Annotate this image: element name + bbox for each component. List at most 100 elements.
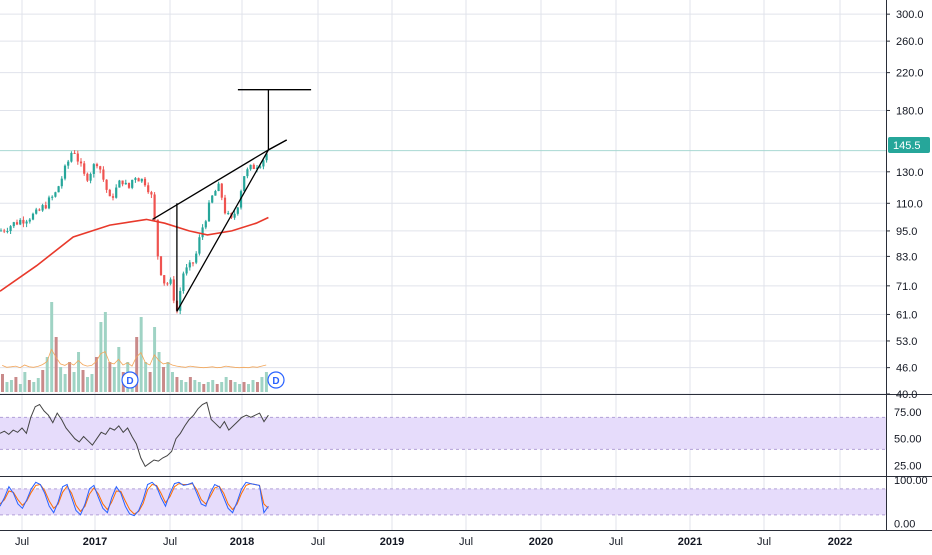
- candle[interactable]: [156, 219, 159, 260]
- candle[interactable]: [51, 195, 54, 201]
- candle[interactable]: [83, 160, 86, 176]
- candle[interactable]: [195, 251, 198, 265]
- candle[interactable]: [159, 256, 163, 276]
- time-tick-label: Jul: [459, 536, 473, 548]
- candle[interactable]: [249, 164, 252, 171]
- candle[interactable]: [105, 179, 108, 193]
- candle[interactable]: [143, 176, 147, 187]
- candle[interactable]: [233, 210, 236, 220]
- candle[interactable]: [121, 180, 124, 187]
- candle[interactable]: [60, 176, 63, 189]
- candle-body: [252, 164, 255, 169]
- stochastic-d-line[interactable]: [0, 483, 269, 515]
- candle[interactable]: [25, 219, 28, 228]
- candle[interactable]: [92, 163, 95, 178]
- volume-bar: [45, 357, 49, 392]
- candle-body: [188, 262, 191, 268]
- candle[interactable]: [191, 262, 195, 267]
- oscillator-band: [0, 417, 886, 450]
- candle[interactable]: [166, 282, 169, 286]
- candle[interactable]: [214, 189, 217, 196]
- candle[interactable]: [6, 227, 9, 234]
- candle[interactable]: [102, 166, 105, 182]
- candle[interactable]: [41, 203, 44, 212]
- candle[interactable]: [76, 150, 79, 165]
- candle[interactable]: [217, 181, 220, 192]
- oscillator-pane[interactable]: [0, 401, 886, 468]
- candle[interactable]: [211, 194, 214, 204]
- candle[interactable]: [134, 177, 137, 183]
- candle[interactable]: [67, 159, 70, 169]
- stochastic-k-line[interactable]: [0, 481, 269, 517]
- candle[interactable]: [207, 200, 211, 222]
- candle[interactable]: [9, 225, 12, 235]
- candle[interactable]: [22, 216, 25, 228]
- candle[interactable]: [153, 192, 156, 221]
- price-pane[interactable]: [0, 89, 886, 315]
- candle[interactable]: [223, 194, 227, 215]
- candle[interactable]: [15, 219, 19, 226]
- candle[interactable]: [57, 185, 60, 193]
- candle[interactable]: [236, 206, 239, 216]
- candle[interactable]: [127, 182, 131, 189]
- candle[interactable]: [63, 164, 67, 181]
- candle[interactable]: [150, 190, 153, 199]
- candle[interactable]: [38, 208, 41, 212]
- candle[interactable]: [28, 218, 31, 224]
- candle[interactable]: [182, 271, 185, 294]
- candle[interactable]: [111, 193, 115, 201]
- candle[interactable]: [54, 191, 57, 198]
- candle[interactable]: [118, 179, 121, 188]
- candle[interactable]: [0, 228, 3, 232]
- candle[interactable]: [243, 176, 246, 192]
- candle[interactable]: [86, 172, 89, 183]
- candle-body: [262, 160, 265, 167]
- candle[interactable]: [131, 179, 134, 190]
- candle[interactable]: [73, 150, 76, 155]
- oscillator-line[interactable]: [0, 401, 269, 468]
- candle[interactable]: [12, 221, 15, 229]
- time-tick-label: 2018: [230, 536, 254, 548]
- candle[interactable]: [201, 224, 204, 240]
- stochastic-pane[interactable]: [0, 481, 886, 517]
- dividend-marker-2[interactable]: D: [267, 371, 285, 389]
- candle[interactable]: [204, 219, 207, 230]
- candle[interactable]: [35, 207, 38, 215]
- candle[interactable]: [47, 195, 51, 210]
- candle[interactable]: [147, 182, 150, 194]
- candle-body: [159, 256, 163, 276]
- candle[interactable]: [172, 276, 175, 304]
- candle[interactable]: [198, 234, 201, 256]
- candle[interactable]: [246, 167, 249, 179]
- candle[interactable]: [31, 212, 35, 221]
- volume-bar: [72, 372, 76, 392]
- candle[interactable]: [70, 151, 73, 163]
- candle[interactable]: [179, 287, 182, 315]
- volume-bar: [135, 337, 139, 392]
- candle[interactable]: [99, 165, 102, 174]
- candle[interactable]: [169, 277, 172, 286]
- volume-bar: [260, 377, 264, 392]
- candle[interactable]: [95, 162, 99, 169]
- candle[interactable]: [220, 182, 223, 201]
- oscillator-tick-label: 75.00: [894, 407, 922, 419]
- candle[interactable]: [262, 159, 265, 170]
- candle[interactable]: [89, 172, 92, 184]
- candle[interactable]: [108, 188, 111, 197]
- candle[interactable]: [140, 178, 143, 183]
- candle[interactable]: [137, 177, 140, 182]
- candle[interactable]: [163, 275, 166, 286]
- candle[interactable]: [124, 179, 127, 185]
- candle-body: [243, 176, 246, 192]
- candle[interactable]: [19, 218, 22, 226]
- candle[interactable]: [44, 201, 47, 210]
- volume-bar: [32, 382, 36, 392]
- candle[interactable]: [252, 163, 255, 170]
- candle[interactable]: [185, 264, 188, 276]
- candle[interactable]: [227, 210, 230, 215]
- candle[interactable]: [79, 158, 83, 167]
- candle[interactable]: [115, 184, 118, 199]
- candle[interactable]: [3, 228, 6, 234]
- candle[interactable]: [188, 260, 191, 271]
- dividend-marker-1[interactable]: D: [121, 371, 139, 389]
